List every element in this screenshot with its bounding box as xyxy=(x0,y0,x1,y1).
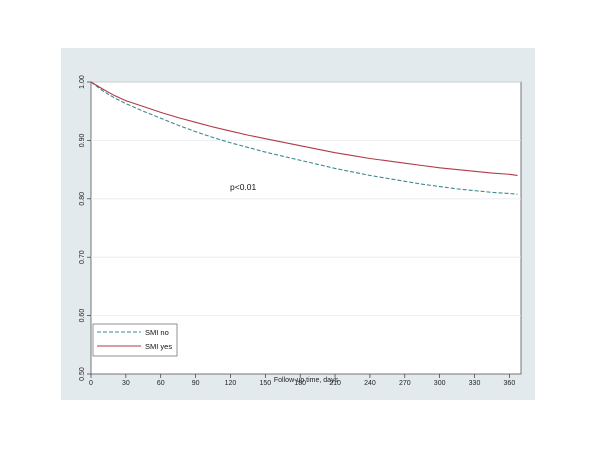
series-line-smi-yes xyxy=(90,81,518,176)
x-tick-label: 300 xyxy=(434,380,446,387)
x-tick-label: 150 xyxy=(259,380,271,387)
y-tick-label: 0.60 xyxy=(79,309,86,323)
gridlines xyxy=(91,81,521,317)
y-tick-label: 0.80 xyxy=(79,192,86,206)
x-tick-label: 60 xyxy=(157,380,165,387)
x-tick-label: 270 xyxy=(399,380,411,387)
series-line-smi-no xyxy=(90,81,518,195)
y-tick-label: 0.70 xyxy=(79,250,86,264)
legend-label-smi-yes: SMI yes xyxy=(145,342,172,351)
chart-panel: 0.50 0.60 0.70 0.80 0.90 1.00 0 30 60 90 120 150 180… xyxy=(61,48,535,400)
x-tick-label: 120 xyxy=(225,380,237,387)
x-tick-label: 90 xyxy=(192,380,200,387)
x-tick-label: 210 xyxy=(329,380,341,387)
y-tick-label: 0.50 xyxy=(79,367,86,381)
y-tick-label: 0.90 xyxy=(79,133,86,147)
x-tick-label: 180 xyxy=(294,380,306,387)
p-value-annotation: p<0.01 xyxy=(230,182,257,192)
legend: SMI no SMI yes xyxy=(92,323,178,357)
legend-label-smi-no: SMI no xyxy=(145,328,169,337)
survival-chart: 0.50 0.60 0.70 0.80 0.90 1.00 0 30 60 90 120 150 180… xyxy=(79,75,522,387)
x-tick-label: 360 xyxy=(504,380,516,387)
y-tick-label: 1.00 xyxy=(79,75,86,89)
x-axis-title: Follow-up time, days xyxy=(274,377,339,384)
axis-ticks: 0.50 0.60 0.70 0.80 0.90 1.00 0 30 60 90 120 150 180… xyxy=(79,75,515,387)
x-tick-label: 330 xyxy=(469,380,481,387)
x-tick-label: 0 xyxy=(89,380,93,387)
x-tick-label: 240 xyxy=(364,380,376,387)
x-tick-label: 30 xyxy=(122,380,130,387)
legend-box xyxy=(92,323,178,357)
series-lines xyxy=(90,81,518,195)
